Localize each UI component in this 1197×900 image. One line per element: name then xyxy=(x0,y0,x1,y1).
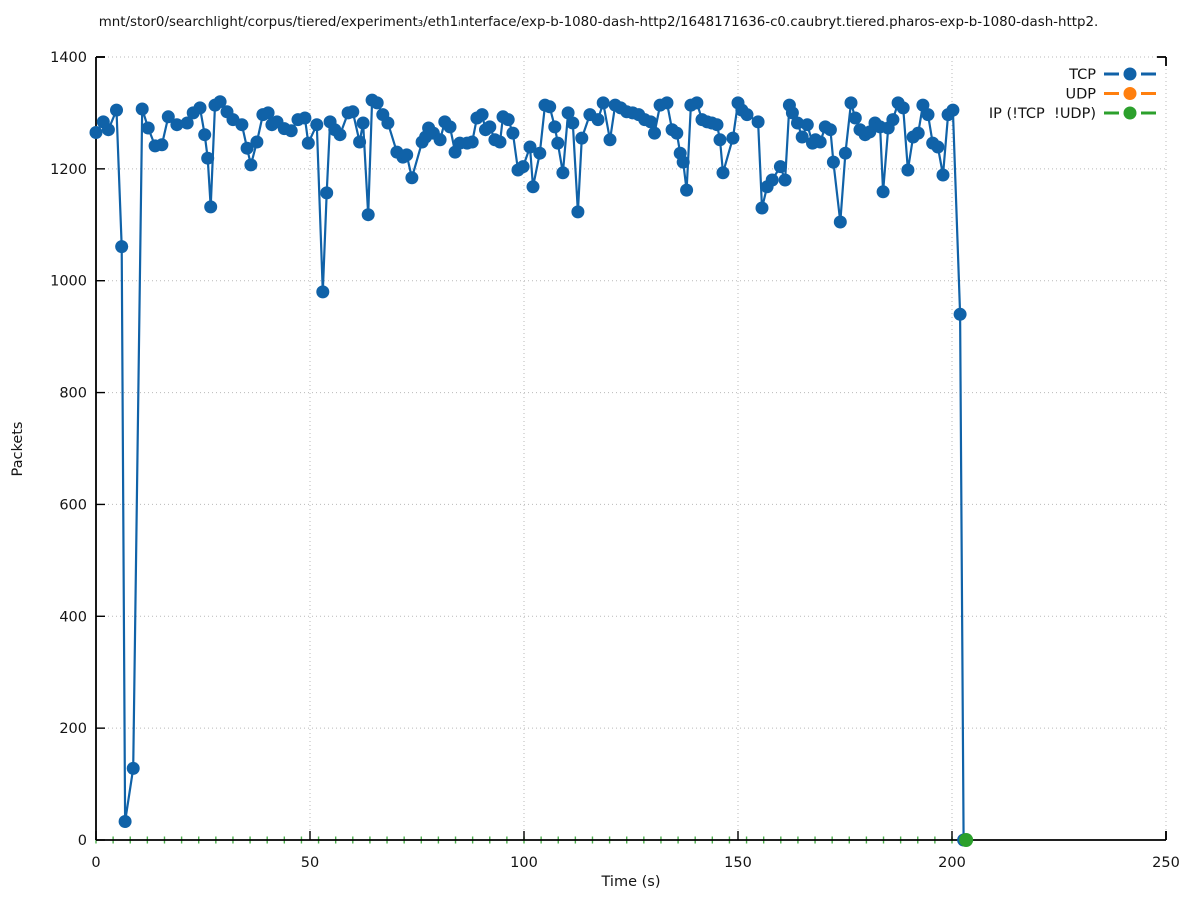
svg-text:100: 100 xyxy=(510,855,538,871)
legend-label: TCP xyxy=(1068,67,1096,83)
legend-item-tcp: TCP xyxy=(1068,67,1156,83)
svg-text:400: 400 xyxy=(59,609,87,625)
axis-spines xyxy=(95,56,1167,841)
legend-marker-sample xyxy=(1123,67,1137,81)
svg-text:0: 0 xyxy=(91,855,100,871)
svg-text:200: 200 xyxy=(59,721,87,737)
svg-text:1400: 1400 xyxy=(50,50,87,66)
y-tick-labels: 0 200 400 600 800 1000 1200 1400 xyxy=(50,50,87,849)
legend-label: IP (!TCP !UDP) xyxy=(989,106,1096,122)
grid-lines xyxy=(96,56,1167,841)
svg-text:0: 0 xyxy=(78,833,87,849)
legend: TCP UDP IP (!TCP !UDP) xyxy=(989,67,1156,122)
x-axis-label: Time (s) xyxy=(601,874,661,890)
x-tick-labels: 0 50 100 150 200 250 xyxy=(91,855,1179,871)
svg-text:200: 200 xyxy=(938,855,966,871)
svg-text:1200: 1200 xyxy=(50,162,87,178)
tcp-series-line xyxy=(95,98,965,841)
svg-text:250: 250 xyxy=(1152,855,1180,871)
legend-marker-sample xyxy=(1123,106,1137,120)
legend-label: UDP xyxy=(1065,87,1096,103)
tcp-series-markers xyxy=(89,93,971,847)
chart-title: mnt/stor0/searchlight/corpus/tiered/expe… xyxy=(98,15,1099,30)
svg-text:150: 150 xyxy=(724,855,752,871)
svg-text:50: 50 xyxy=(301,855,319,871)
svg-text:800: 800 xyxy=(59,386,87,402)
ip-end-marker xyxy=(959,833,974,847)
legend-item-ip-tcp-udp: IP (!TCP !UDP) xyxy=(989,106,1156,122)
svg-text:600: 600 xyxy=(59,497,87,513)
tick-marks xyxy=(95,56,1167,841)
legend-item-udp: UDP xyxy=(1065,87,1156,103)
svg-text:1000: 1000 xyxy=(50,274,87,290)
legend-marker-sample xyxy=(1123,87,1137,100)
